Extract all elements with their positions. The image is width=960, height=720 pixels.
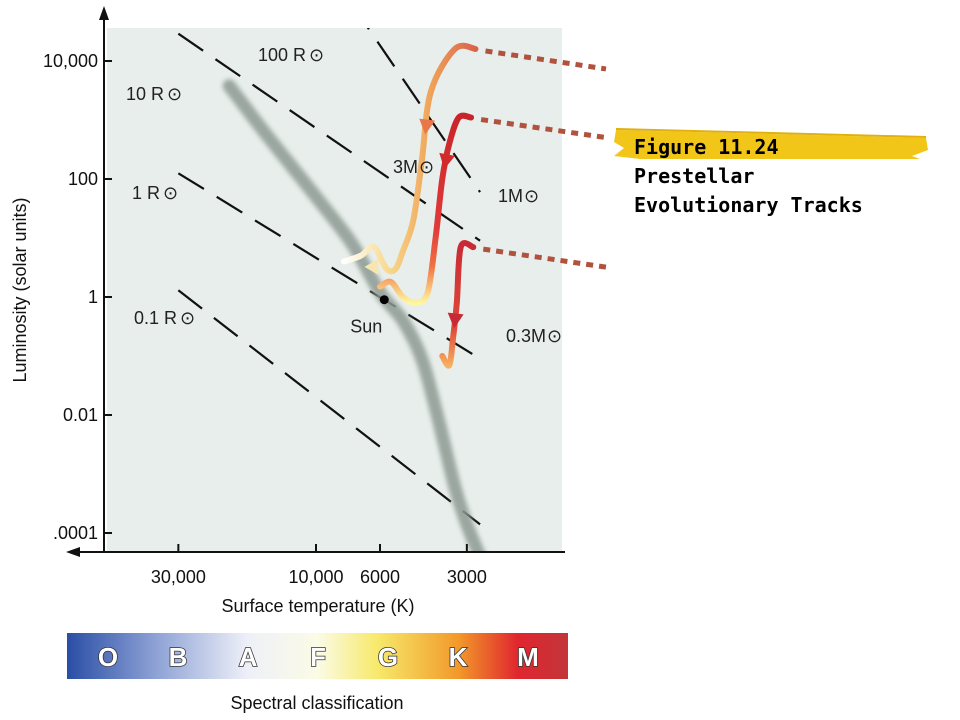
track-1m xyxy=(377,112,475,306)
y-axis-arrow-icon xyxy=(99,6,109,20)
sun-label: Sun xyxy=(350,317,382,337)
radius-labels: 100 R ⊙ 10 R ⊙ 1 R ⊙ 0.1 R ⊙ xyxy=(126,45,324,328)
caption-highlight xyxy=(614,130,928,159)
x-tick-label: 30,000 xyxy=(151,567,206,587)
track-label-1m: 1M⊙ xyxy=(498,186,539,206)
radius-line-1 xyxy=(177,32,481,242)
radius-label-1: 1 R ⊙ xyxy=(132,183,178,203)
spectral-class-o: O xyxy=(98,642,118,672)
spectral-class-a: A xyxy=(239,642,258,672)
caption-line-2: Prestellar xyxy=(634,164,754,188)
track-3m-end-arrow-icon xyxy=(364,258,379,275)
y-tick-label: 100 xyxy=(68,169,98,189)
track-3m-arrow-icon xyxy=(419,118,436,135)
track-extensions xyxy=(480,48,607,270)
x-axis-arrow-icon xyxy=(66,547,80,557)
plot-area xyxy=(107,28,562,552)
radius-label-10: 10 R ⊙ xyxy=(126,84,182,104)
spectral-class-m: M xyxy=(517,642,539,672)
radius-line-0 xyxy=(366,28,481,193)
y-tick-label: 10,000 xyxy=(43,51,98,71)
radius-label-01: 0.1 R ⊙ xyxy=(134,308,195,328)
y-tick-label: .0001 xyxy=(53,523,98,543)
track-3m xyxy=(340,42,479,275)
spectral-class-k: K xyxy=(449,642,468,672)
radius-line-2 xyxy=(177,172,481,360)
spectral-class-f: F xyxy=(310,642,326,672)
x-tick-label: 6000 xyxy=(360,567,400,587)
axes xyxy=(66,6,565,557)
x-tick-label: 3000 xyxy=(447,567,487,587)
track-labels: 3M⊙ 1M⊙ 0.3M⊙ xyxy=(393,157,562,346)
caption-line-1: Figure 11.24 xyxy=(634,135,779,159)
main-sequence xyxy=(222,79,486,552)
figure-caption: Figure 11.24 Prestellar Evolutionary Tra… xyxy=(614,128,928,217)
evolutionary-tracks xyxy=(340,42,479,369)
spectral-class-g: G xyxy=(378,642,398,672)
caption-line-3: Evolutionary Tracks xyxy=(634,193,863,217)
spectral-gradient xyxy=(67,633,568,679)
main-sequence-band xyxy=(222,79,486,552)
track-extension-1 xyxy=(480,117,607,141)
ticks: 10,000 100 1 0.01 .0001 30,000 10,000 6000 3000 xyxy=(43,51,487,587)
y-tick-label: 1 xyxy=(88,287,98,307)
track-label-03m: 0.3M⊙ xyxy=(506,326,562,346)
spectral-class-b: B xyxy=(169,642,188,672)
track-03m-arrow-icon xyxy=(447,312,464,329)
x-axis-title: Surface temperature (K) xyxy=(221,596,414,616)
spectral-bar: O B A F G K M Spectral classification xyxy=(67,633,568,713)
sun-marker xyxy=(379,295,389,305)
radius-line-3 xyxy=(177,289,481,526)
y-axis-title: Luminosity (solar units) xyxy=(10,197,30,382)
radius-label-100: 100 R ⊙ xyxy=(258,45,324,65)
spectral-title: Spectral classification xyxy=(230,693,403,713)
x-tick-label: 10,000 xyxy=(288,567,343,587)
track-label-3m: 3M⊙ xyxy=(393,157,434,177)
y-tick-label: 0.01 xyxy=(63,405,98,425)
track-1m-arrow-icon xyxy=(439,152,456,170)
radius-lines xyxy=(177,28,481,526)
